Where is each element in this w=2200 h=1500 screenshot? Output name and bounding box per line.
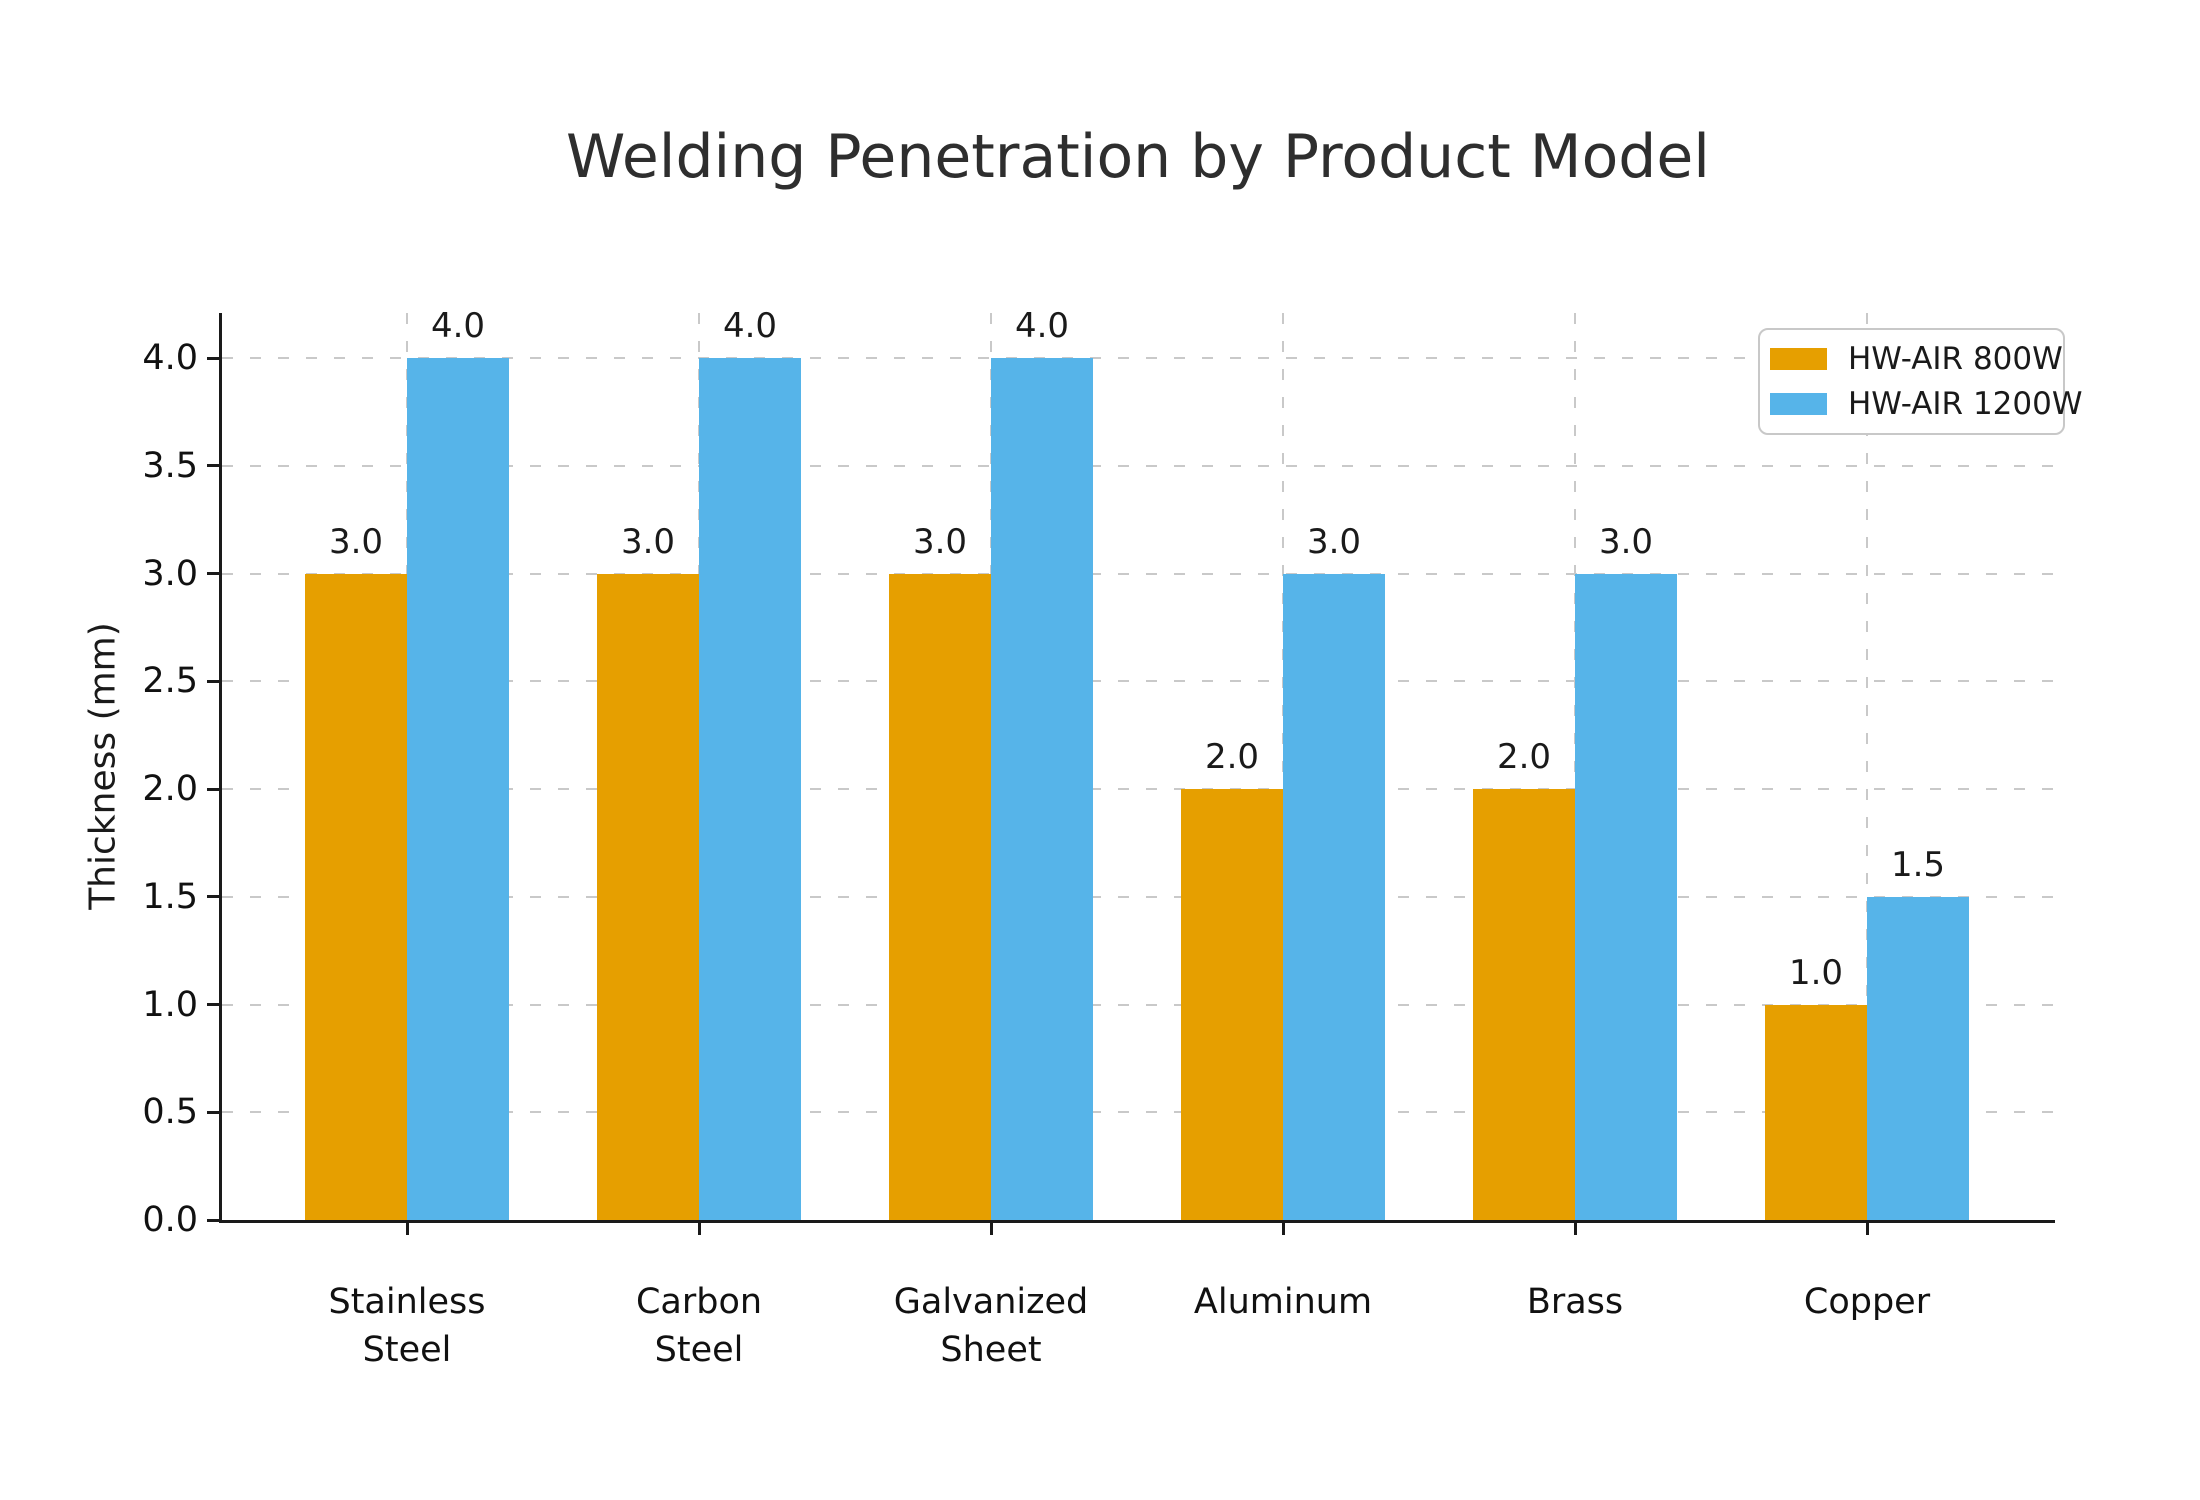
gridline-horizontal (222, 895, 2055, 898)
bar (991, 358, 1093, 1220)
x-tick-label: Copper (1803, 1282, 1931, 1322)
bar (305, 573, 407, 1220)
y-tick-mark (207, 1003, 219, 1006)
x-tick-mark (697, 1223, 701, 1235)
gridline-horizontal (222, 1111, 2055, 1114)
plot-area: 3.0 3.0 3.0 2.0 2.0 1.0 4.0 4.0 4.0 3.0 3.0 1.5 (207, 306, 2055, 1235)
y-tick-mark (207, 895, 219, 899)
gridline-horizontal (222, 464, 2055, 467)
bar-value-label: 2.0 (1204, 737, 1260, 777)
y-tick-mark (207, 356, 219, 360)
legend-swatch-icon (1770, 393, 1827, 415)
legend-item: HW-AIR 1200W (1770, 386, 2083, 422)
y-tick-mark (207, 1218, 219, 1222)
bar-value-label: 4.0 (722, 306, 778, 346)
bar (597, 573, 699, 1220)
y-tick-label: 2.0 (142, 769, 198, 809)
gridline-horizontal (222, 680, 2055, 683)
x-tick-label: Brass (1526, 1282, 1624, 1322)
x-tick-label: Galvanized Sheet (893, 1282, 1089, 1370)
y-tick-mark (207, 464, 219, 468)
gridline-horizontal (222, 1003, 2055, 1006)
bar-value-label: 1.5 (1890, 844, 1946, 885)
bar (1867, 896, 1969, 1220)
bar (1283, 573, 1385, 1220)
x-tick-label: Stainless Steel (328, 1282, 486, 1370)
x-tick-mark (405, 1223, 409, 1235)
y-tick-label: 3.5 (142, 445, 198, 486)
legend: HW-AIR 800W HW-AIR 1200W (1758, 328, 2083, 435)
y-tick-mark (207, 787, 219, 791)
y-tick-label: 0.0 (142, 1200, 198, 1240)
legend-swatch-icon (1770, 348, 1827, 370)
gridline-horizontal (222, 788, 2055, 790)
bar (1575, 573, 1677, 1220)
x-tick-mark (1281, 1223, 1285, 1235)
legend-item: HW-AIR 800W (1770, 341, 2063, 377)
legend-label: HW-AIR 800W (1848, 341, 2063, 377)
y-tick-label: 4.0 (142, 338, 198, 378)
y-tick-label: 0.5 (142, 1092, 198, 1133)
y-tick-mark (207, 1110, 219, 1114)
bar (889, 573, 991, 1220)
bar (1181, 789, 1283, 1220)
y-tick-label: 1.5 (142, 876, 198, 917)
bar-value-label: 1.0 (1788, 952, 1844, 993)
y-tick-label: 3.0 (142, 553, 198, 594)
bar-value-label: 3.0 (1306, 521, 1362, 562)
bar-value-label: 4.0 (1014, 306, 1070, 346)
chart-title: Welding Penetration by Product Model (566, 122, 1710, 192)
x-tick-mark (1865, 1223, 1869, 1235)
x-tick-label: Carbon Steel (635, 1282, 763, 1370)
gridline-horizontal (222, 572, 2055, 575)
bar-value-label: 3.0 (328, 521, 384, 562)
y-tick-label: 2.5 (142, 661, 198, 702)
bar-value-label: 3.0 (1598, 521, 1654, 562)
bar (1473, 789, 1575, 1220)
gridline-vertical (1866, 313, 1868, 1220)
bar (1765, 1004, 1867, 1220)
legend-label: HW-AIR 1200W (1848, 386, 2083, 422)
bar-value-label: 3.0 (620, 521, 676, 562)
gridline-horizontal (222, 357, 2055, 359)
x-tick-label: Aluminum (1193, 1282, 1373, 1322)
bar-value-label: 4.0 (430, 306, 486, 346)
y-tick-label: 1.0 (142, 984, 198, 1025)
x-tick-mark (989, 1223, 993, 1235)
y-tick-mark (207, 679, 219, 683)
bar-value-label: 2.0 (1496, 737, 1552, 777)
bar (699, 358, 801, 1220)
x-tick-mark (1573, 1223, 1577, 1235)
bar (407, 358, 509, 1220)
y-tick-mark (207, 572, 219, 575)
bar-value-label: 3.0 (912, 521, 968, 562)
